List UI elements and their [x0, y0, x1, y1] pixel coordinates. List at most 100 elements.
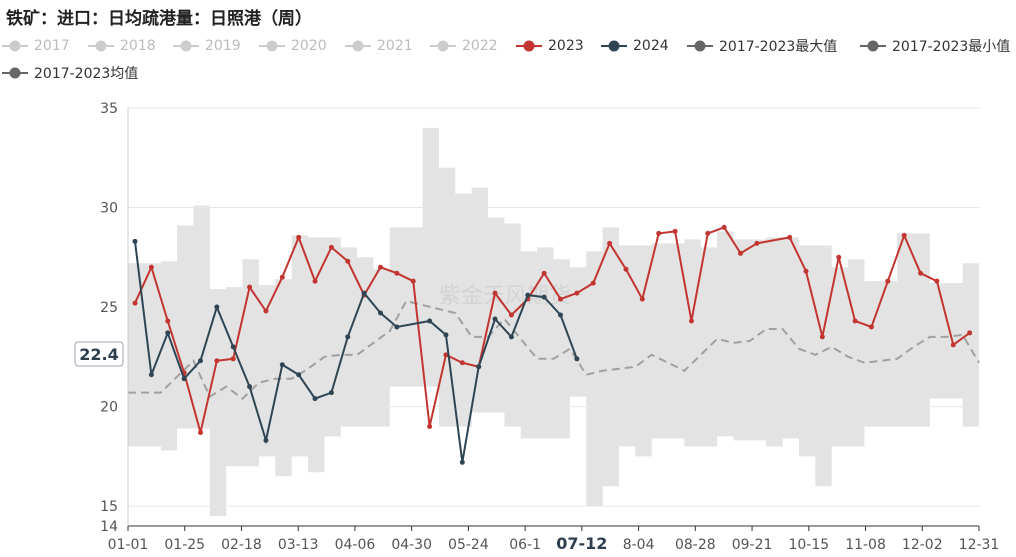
- legend-label: 2020: [291, 38, 327, 54]
- point-2024: [263, 437, 269, 443]
- x-tick-label: 02-18: [221, 537, 262, 553]
- legend-swatch-icon: [173, 40, 199, 52]
- point-2023: [656, 230, 662, 236]
- point-2023: [574, 290, 580, 296]
- point-2023: [901, 232, 907, 238]
- legend-label: 2021: [377, 38, 413, 54]
- point-2023: [705, 230, 711, 236]
- x-tick-label: 01-25: [164, 537, 205, 553]
- x-tick-label: 03-13: [278, 537, 319, 553]
- legend-label: 2017-2023最大值: [719, 39, 838, 55]
- legend-swatch-icon: [2, 40, 28, 52]
- point-2023: [738, 250, 744, 256]
- point-2023: [787, 234, 793, 240]
- point-2023: [214, 358, 220, 364]
- x-tick-label: 10-15: [788, 537, 829, 553]
- point-2023: [443, 352, 449, 358]
- legend-item-2024[interactable]: 2024: [601, 36, 669, 56]
- legend-item-2022[interactable]: 2022: [430, 36, 498, 56]
- x-tick-label: 01-01: [108, 537, 149, 553]
- y-tick-label: 30: [100, 201, 118, 217]
- point-2023: [279, 274, 285, 280]
- point-2023: [868, 324, 874, 330]
- x-tick-label: 12-31: [959, 537, 1000, 553]
- point-2023: [263, 308, 269, 314]
- point-2023: [508, 312, 514, 318]
- point-2024: [296, 372, 302, 378]
- point-2024: [132, 238, 138, 244]
- legend-item-2019[interactable]: 2019: [173, 36, 241, 56]
- x-tick-label: 8-04: [623, 537, 655, 553]
- point-2024: [394, 324, 400, 330]
- x-tick-label: 05-24: [448, 537, 489, 553]
- point-2023: [197, 429, 203, 435]
- legend-swatch-icon: [860, 40, 886, 52]
- y-tick-label: 20: [100, 400, 118, 416]
- point-2023: [230, 356, 236, 362]
- point-2024: [361, 290, 367, 296]
- point-2023: [819, 334, 825, 340]
- legend-item-2017[interactable]: 2017: [2, 36, 70, 56]
- point-2023: [607, 240, 613, 246]
- y-tick-label: 25: [100, 300, 118, 316]
- y-tick-label: 35: [100, 101, 118, 117]
- legend-swatch-icon: [687, 40, 713, 52]
- point-2024: [377, 310, 383, 316]
- legend-swatch-icon: [430, 40, 456, 52]
- point-2023: [312, 278, 318, 284]
- legend-label: 2022: [462, 38, 498, 54]
- point-2024: [165, 330, 171, 336]
- point-2023: [639, 296, 645, 302]
- point-2023: [492, 290, 498, 296]
- chart-title: 铁矿：进口：日均疏港量：日照港（周）: [6, 9, 312, 29]
- legend-swatch-icon: [516, 40, 542, 52]
- point-2024: [443, 332, 449, 338]
- point-2023: [885, 278, 891, 284]
- point-2024: [214, 304, 220, 310]
- crosshair-y-box: [74, 341, 124, 367]
- crosshair-y-label: 22.4: [79, 345, 118, 364]
- legend-label: 2019: [205, 38, 241, 54]
- legend-item-2020[interactable]: 2020: [259, 36, 327, 56]
- point-2024: [345, 334, 351, 340]
- x-tick-label: 12-02: [902, 537, 943, 553]
- point-2024: [459, 459, 465, 465]
- point-2023: [296, 234, 302, 240]
- x-tick-label: 04-30: [391, 537, 432, 553]
- legend-item-2023[interactable]: 2023: [516, 36, 584, 56]
- point-2023: [410, 278, 416, 284]
- legend-swatch-icon: [88, 40, 114, 52]
- legend-item-2021[interactable]: 2021: [345, 36, 413, 56]
- legend-label: 2018: [120, 38, 156, 54]
- legend-item-2017-2023均值[interactable]: 2017-2023均值: [2, 63, 138, 83]
- avg-line: [128, 299, 980, 400]
- point-2023: [967, 330, 973, 336]
- y-tick-label: 14: [100, 519, 118, 535]
- point-2023: [377, 264, 383, 270]
- legend-label: 2023: [548, 38, 584, 54]
- legend-item-2018[interactable]: 2018: [88, 36, 156, 56]
- x-tick-label: 08-28: [675, 537, 716, 553]
- point-2023: [623, 266, 629, 272]
- point-2023: [590, 280, 596, 286]
- legend-item-2017-2023最大值[interactable]: 2017-2023最大值: [687, 36, 837, 56]
- x-tick-label: 07-12: [556, 534, 607, 553]
- legend-swatch-icon: [345, 40, 371, 52]
- x-tick-label: 11-08: [845, 537, 886, 553]
- point-2023: [950, 342, 956, 348]
- legend-label: 2024: [633, 38, 669, 54]
- point-2024: [476, 364, 482, 370]
- point-2023: [394, 270, 400, 276]
- point-2024: [247, 384, 253, 390]
- y-tick-label: 15: [100, 499, 118, 515]
- legend-swatch-icon: [601, 40, 627, 52]
- point-2023: [459, 360, 465, 366]
- legend-label: 2017: [34, 38, 70, 54]
- point-2023: [934, 278, 940, 284]
- legend-item-2017-2023最小值[interactable]: 2017-2023最小值: [860, 36, 1010, 56]
- point-2023: [132, 300, 138, 306]
- point-2024: [558, 312, 564, 318]
- point-2023: [721, 224, 727, 230]
- x-tick-label: 04-06: [335, 537, 376, 553]
